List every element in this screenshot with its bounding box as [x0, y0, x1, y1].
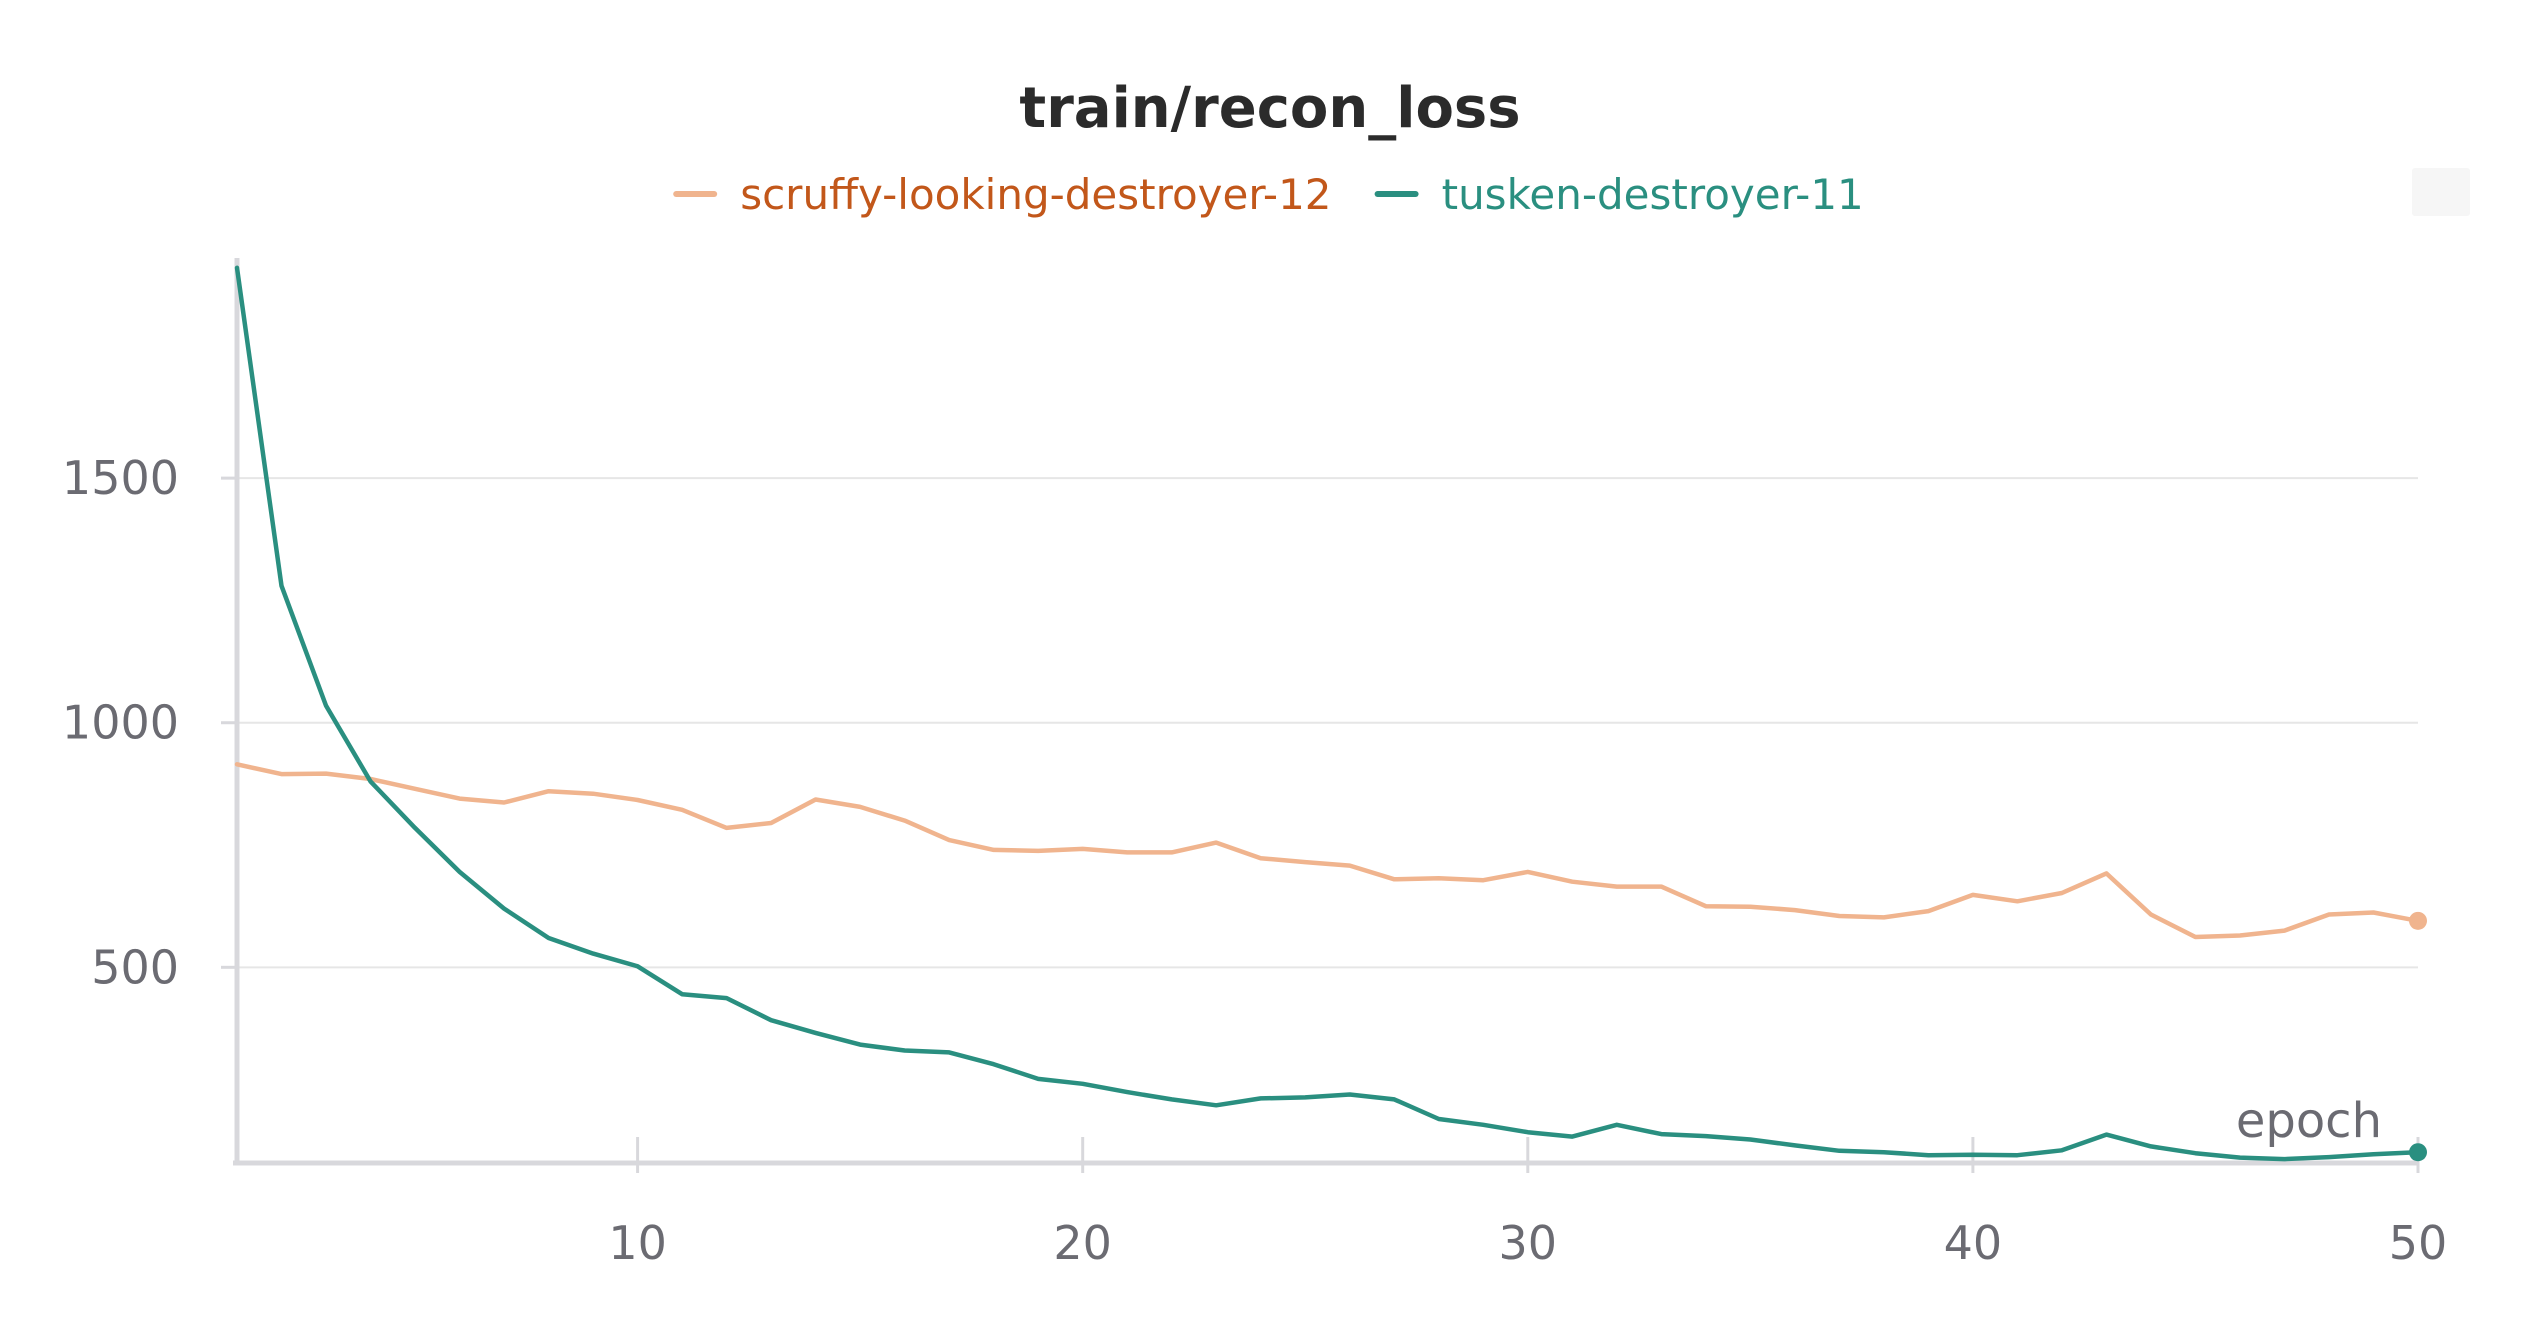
grid-lines [237, 477, 2418, 969]
series-end-marker-1 [2409, 911, 2427, 930]
series-line-1 [234, 762, 2421, 940]
x-tick-label-50: 50 [2389, 1216, 2448, 1270]
legend-label-2: tusken-destroyer-11 [1442, 170, 1864, 219]
series-end-marker-2 [2409, 1143, 2427, 1162]
y-tick-label-500: 500 [91, 940, 179, 994]
axes [221, 258, 2420, 1173]
series-lines [234, 265, 2427, 1162]
panel-toolbar-placeholder[interactable] [2412, 168, 2470, 216]
tick-labels: 500 1000 1500 10 20 30 40 50 [62, 451, 2447, 1270]
x-tick-label-40: 40 [1944, 1216, 2003, 1270]
chart-title: train/recon_loss [1019, 76, 1520, 141]
y-tick-label-1000: 1000 [62, 696, 179, 750]
x-tick-label-10: 10 [608, 1216, 667, 1270]
legend-item-1[interactable]: scruffy-looking-destroyer-12 [673, 170, 1332, 219]
legend: scruffy-looking-destroyer-12 tusken-destr… [673, 170, 1864, 219]
legend-item-2[interactable]: tusken-destroyer-11 [1374, 170, 1864, 219]
legend-label-1: scruffy-looking-destroyer-12 [740, 170, 1331, 219]
y-tick-label-1500: 1500 [62, 451, 179, 505]
x-axis-label: epoch [2236, 1093, 2382, 1149]
x-tick-label-30: 30 [1499, 1216, 1558, 1270]
x-tick-label-20: 20 [1053, 1216, 1112, 1270]
series-line-2 [234, 265, 2421, 1162]
